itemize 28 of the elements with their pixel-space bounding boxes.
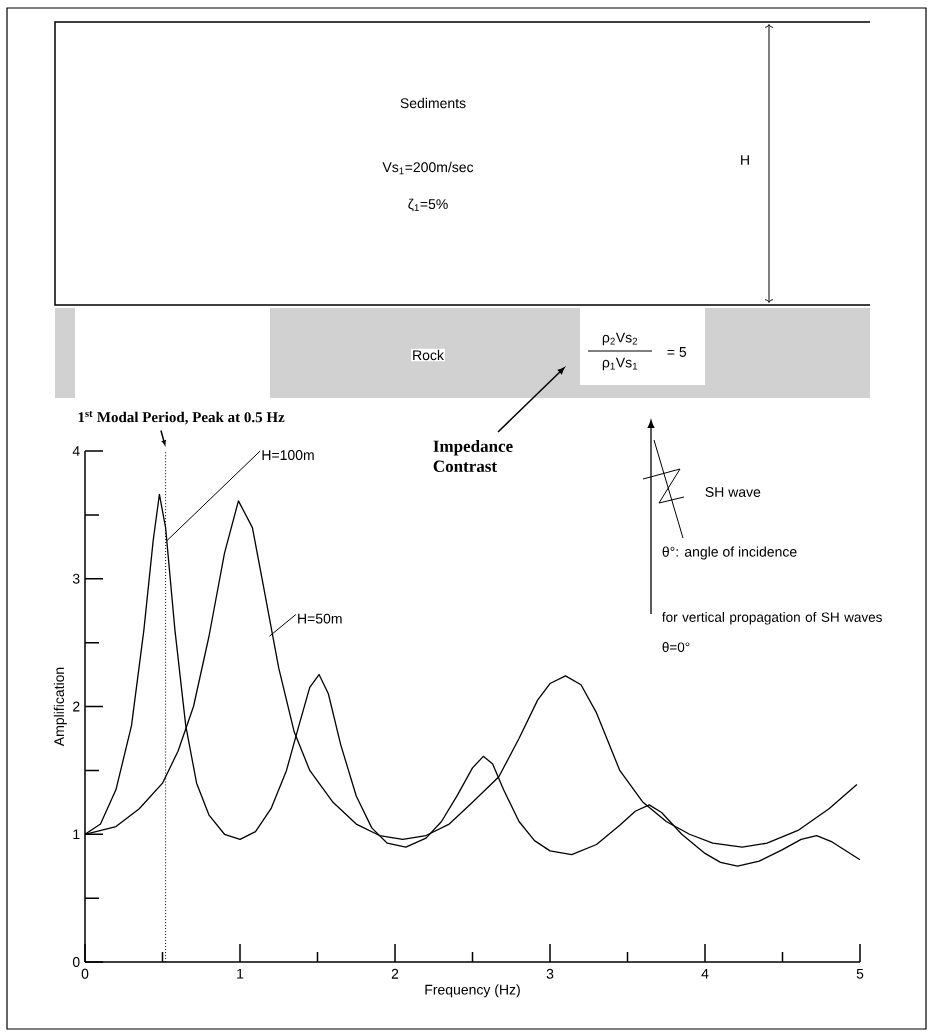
annotation: SH wave bbox=[705, 487, 761, 497]
text: for vertical propagation of SH waves θ=0° bbox=[662, 612, 882, 652]
text: H=100m bbox=[262, 450, 314, 461]
y-tick-label: 3 bbox=[72, 573, 80, 584]
annotation: Impedance Contrast bbox=[433, 440, 513, 472]
text: ζ$_{1}$=5% bbox=[408, 198, 448, 212]
text: H bbox=[741, 155, 749, 165]
ref-line-label: 1$^{st}$ Modal Period, Peak at 0.5 Hz bbox=[78, 410, 285, 425]
text: ρ$_{2}$Vs$_{2}$ bbox=[602, 332, 638, 346]
text: Rock bbox=[413, 349, 444, 361]
y-tick-label: 0 bbox=[72, 957, 80, 967]
y-axis-title: Amplification bbox=[53, 667, 67, 747]
x-tick-label: 0 bbox=[81, 968, 89, 979]
text: Sediments bbox=[400, 97, 466, 109]
text: = 5 bbox=[667, 347, 687, 357]
y-tick-label: 1 bbox=[73, 829, 80, 840]
legend-label: H=50m bbox=[298, 613, 342, 624]
x-tick-label: 4 bbox=[701, 968, 709, 979]
x-tick-label: 3 bbox=[546, 968, 554, 979]
x-axis-title: Frequency (Hz) bbox=[425, 984, 520, 998]
y-tick-label: 4 bbox=[72, 446, 80, 456]
text: Vs$_{1}$=200m/sec bbox=[382, 161, 474, 175]
x-tick-label: 5 bbox=[856, 968, 864, 979]
x-tick-label: 1 bbox=[237, 968, 244, 979]
text: ρ$_{1}$Vs$_{1}$ bbox=[602, 357, 638, 371]
x-tick-label: 2 bbox=[391, 968, 399, 979]
annotation: θ°: angle of incidence bbox=[662, 546, 797, 560]
y-tick-label: 2 bbox=[73, 701, 80, 712]
